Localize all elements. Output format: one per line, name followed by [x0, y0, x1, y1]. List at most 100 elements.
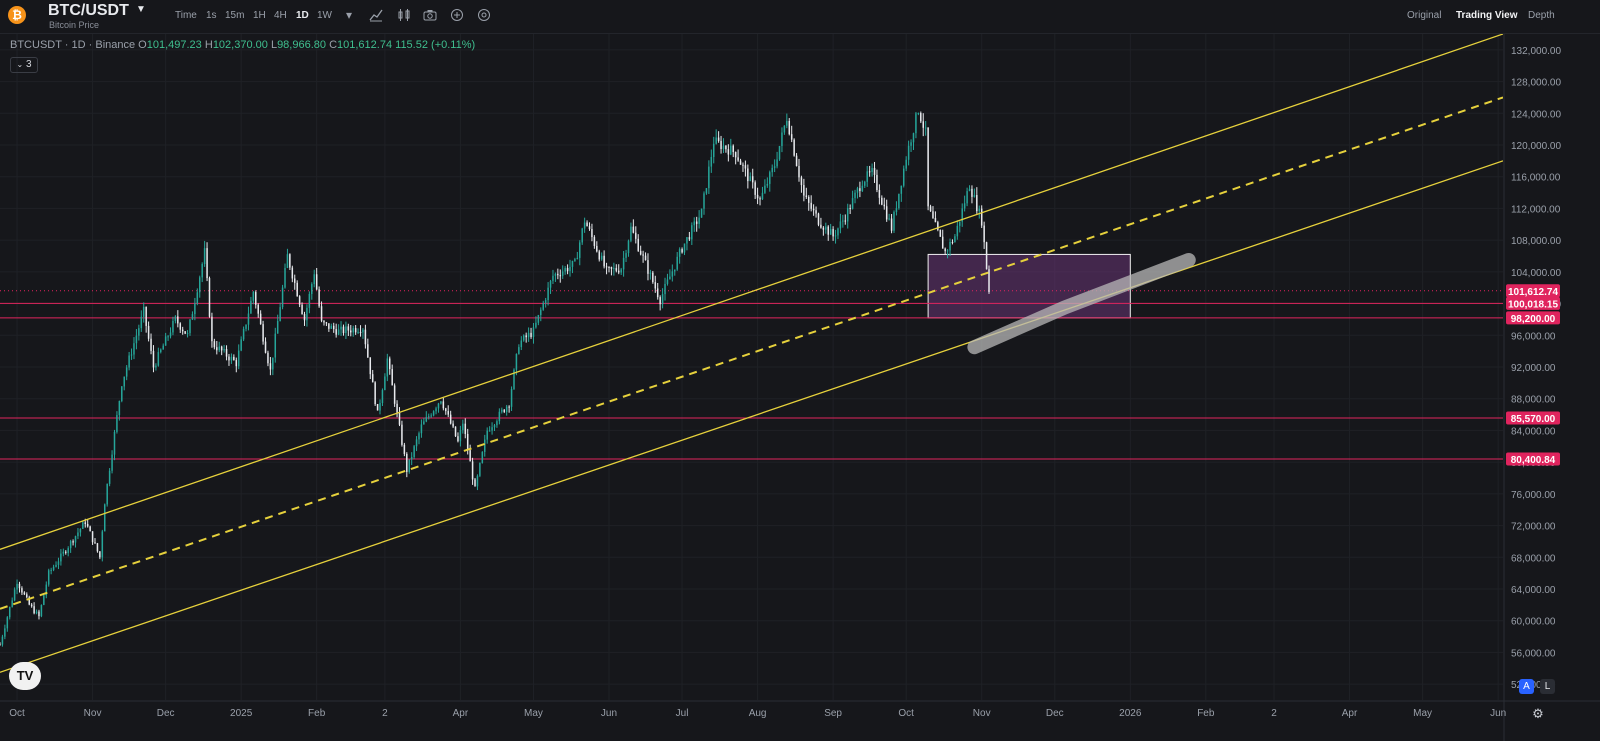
candle: [45, 584, 48, 596]
candle: [861, 185, 864, 192]
view-trading-view[interactable]: Trading View: [1456, 10, 1518, 21]
auto-scale-button[interactable]: A: [1519, 679, 1534, 694]
pair-title[interactable]: BTC/USDT: [48, 2, 129, 19]
candle: [508, 406, 510, 408]
candle: [888, 218, 890, 220]
candle: [72, 541, 74, 543]
candle: [118, 401, 121, 416]
candle: [484, 439, 486, 452]
candle: [924, 127, 927, 129]
candle: [82, 522, 84, 529]
pair-subtitle: Bitcoin Price: [49, 20, 100, 30]
candle: [890, 218, 893, 231]
view-original[interactable]: Original: [1407, 10, 1442, 21]
candle: [69, 541, 72, 549]
candle: [4, 628, 6, 637]
view-depth[interactable]: Depth: [1528, 10, 1555, 21]
candle: [961, 208, 963, 222]
candle: [276, 321, 279, 334]
x-tick-label: May: [1413, 708, 1432, 719]
candle: [38, 611, 40, 617]
candle: [859, 188, 861, 192]
candle: [306, 307, 308, 321]
collapse-indicators-button[interactable]: ⌄ 3: [10, 57, 38, 73]
candle: [822, 227, 825, 230]
candle: [973, 195, 976, 197]
candle: [705, 188, 708, 194]
candle: [827, 226, 829, 235]
candle: [442, 401, 445, 409]
timeframe-15m[interactable]: 15m: [225, 10, 245, 21]
candle: [603, 255, 605, 267]
timeframe-1h[interactable]: 1H: [253, 10, 266, 21]
indicator-icon[interactable]: [368, 8, 384, 22]
candle: [257, 304, 259, 314]
candle: [881, 197, 883, 205]
candle: [113, 431, 116, 455]
price-label-bg: [1506, 411, 1560, 425]
tradingview-logo-icon: TV: [9, 662, 41, 690]
candle: [345, 326, 347, 334]
candle: [323, 320, 325, 323]
ohlc-legend: BTCUSDT · 1D · Binance O101,497.23 H102,…: [10, 39, 476, 51]
x-tick-label: Feb: [308, 708, 326, 719]
candle: [121, 386, 123, 402]
candle: [101, 531, 104, 558]
candle: [569, 266, 571, 272]
candle: [481, 451, 484, 463]
plot-area: [0, 34, 1503, 673]
chevron-down-icon[interactable]: ▼: [136, 4, 146, 15]
timeframe-1s[interactable]: 1s: [206, 10, 217, 21]
candle: [40, 604, 43, 617]
candle: [252, 292, 255, 301]
candle: [289, 254, 291, 268]
price-level-label: 98,200.00: [1511, 314, 1556, 325]
candle: [198, 277, 201, 293]
candle: [678, 249, 681, 257]
candle: [549, 280, 552, 288]
timeframe-time[interactable]: Time: [175, 10, 197, 21]
dropdown-icon[interactable]: ▾: [345, 8, 353, 22]
candle: [186, 333, 189, 335]
candle: [561, 271, 564, 276]
candle: [946, 250, 949, 252]
timeframe-1d[interactable]: 1D: [296, 10, 309, 21]
candle: [734, 151, 737, 158]
candle: [700, 208, 703, 218]
candle: [459, 430, 462, 442]
candle: [281, 287, 284, 308]
candle: [873, 168, 876, 175]
chart-type-icon[interactable]: [396, 8, 412, 22]
candle: [593, 237, 596, 246]
candle: [486, 430, 488, 440]
candle: [335, 329, 337, 335]
timeframe-4h[interactable]: 4H: [274, 10, 287, 21]
log-scale-button[interactable]: L: [1540, 679, 1555, 694]
candle: [739, 160, 742, 165]
camera-icon[interactable]: [422, 8, 438, 22]
timeframe-1w[interactable]: 1W: [317, 10, 332, 21]
settings-circle-icon[interactable]: [476, 8, 492, 22]
candle: [849, 208, 851, 210]
candle: [303, 314, 306, 321]
candle: [630, 226, 632, 241]
candle: [384, 376, 386, 391]
candle: [418, 433, 420, 440]
candle: [693, 221, 696, 226]
candle: [920, 113, 922, 122]
candle: [476, 475, 479, 487]
candle: [96, 543, 99, 552]
candle: [220, 346, 223, 351]
candle: [586, 222, 588, 227]
candle: [279, 307, 281, 322]
plus-circle-icon[interactable]: [449, 8, 465, 22]
candle: [286, 254, 289, 268]
candle: [717, 137, 720, 141]
candle: [301, 304, 303, 315]
x-tick-label: Oct: [898, 708, 914, 719]
candle: [764, 185, 766, 193]
gear-icon[interactable]: ⚙: [1532, 706, 1544, 721]
candle: [296, 282, 298, 297]
candle: [902, 168, 905, 186]
